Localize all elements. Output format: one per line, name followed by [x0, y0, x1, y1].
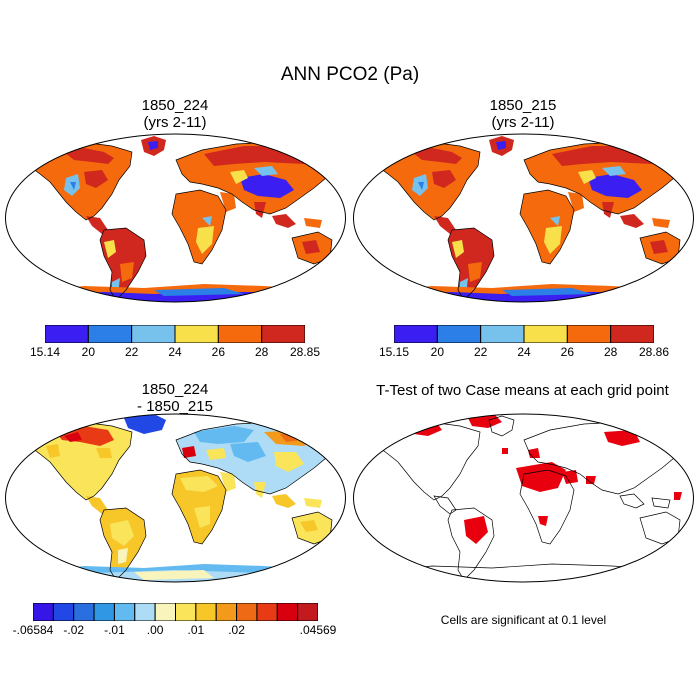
panel-1-title: 1850_224 (yrs 2-11): [75, 97, 275, 131]
panel-4-title: T-Test of two Case means at each grid po…: [376, 382, 669, 399]
colorbar-swatch: [134, 603, 156, 621]
colorbar-tick-label: 15.15: [378, 345, 410, 359]
colorbar-swatch: [154, 603, 177, 621]
colorbar-swatch: [394, 325, 438, 343]
colorbar-swatch: [256, 603, 278, 621]
panel-2-title: 1850_215 (yrs 2-11): [423, 97, 623, 131]
map-panel-1: [5, 133, 346, 303]
significant-cells: [412, 414, 682, 544]
significance-note: Cells are significant at 0.1 level: [440, 613, 607, 627]
panel-3-title-line2: - 1850_215: [137, 398, 213, 415]
colorbar-tick-label: 24: [168, 345, 182, 359]
colorbar-tick-label: 20: [81, 345, 96, 359]
colorbar-swatch: [436, 325, 482, 343]
colorbar-swatch: [45, 325, 89, 343]
colorbar-tick-label: 22: [124, 345, 139, 359]
colorbar-swatch: [217, 325, 263, 343]
africa-shape: [520, 190, 574, 264]
colorbar-swatch: [87, 325, 133, 343]
colorbar-tick-label: 26: [560, 345, 575, 359]
map-panel-3-difference: [5, 413, 346, 583]
greenland-shape: [124, 414, 166, 434]
panel-1-title-line2: (yrs 2-11): [143, 114, 207, 131]
colorbar-tick-label: .04569: [299, 623, 337, 637]
map-panel-2: [353, 133, 694, 303]
colorbar-tick-label: .00: [146, 623, 164, 637]
panel-3-title: 1850_224 - 1850_215: [75, 381, 275, 415]
panel-2-title-line2: (yrs 2-11): [491, 114, 555, 131]
colorbar-swatch: [52, 603, 75, 621]
map-panel-4-ttest: [353, 413, 694, 583]
colorbar-tick-label: 28.85: [289, 345, 321, 359]
colorbar-swatch: [215, 603, 238, 621]
colorbar-swatch: [297, 603, 318, 621]
colorbar-swatch: [113, 603, 136, 621]
colorbar-swatch: [195, 603, 217, 621]
colorbar-swatch: [610, 325, 654, 343]
colorbar-tick-label: -.01: [104, 623, 125, 637]
panel-1-title-line1: 1850_224: [141, 97, 209, 114]
colorbar-swatch: [93, 603, 115, 621]
colorbar-tick-label: -.02: [63, 623, 85, 637]
colorbar-tick-label: 28.86: [638, 345, 670, 359]
colorbar-swatch: [174, 325, 219, 343]
colorbar-tick-label: -.06584: [12, 623, 54, 637]
colorbar-swatch: [261, 325, 305, 343]
colorbar-panel-2: [394, 325, 654, 343]
colorbar-panel-1: [45, 325, 305, 343]
colorbar-tick-label: 22: [473, 345, 488, 359]
colorbar-tick-label: .01: [187, 623, 205, 637]
colorbar-tick-label: 28: [254, 345, 269, 359]
colorbar-tick-label: 15.14: [29, 345, 61, 359]
colorbar-tick-label: 20: [430, 345, 445, 359]
africa-shape: [172, 190, 226, 264]
panel-2-title-line1: 1850_215: [489, 97, 557, 114]
colorbar-swatch: [131, 325, 176, 343]
colorbar-swatch: [480, 325, 525, 343]
panel-3-title-line1: 1850_224: [141, 381, 209, 398]
colorbar-swatch: [276, 603, 299, 621]
colorbar-swatch: [566, 325, 612, 343]
colorbar-swatch: [33, 603, 54, 621]
colorbar-tick-label: .02: [228, 623, 245, 637]
colorbar-swatch: [523, 325, 568, 343]
colorbar-swatch: [236, 603, 258, 621]
figure-title: ANN PCO2 (Pa): [280, 64, 420, 85]
colorbar-swatch: [73, 603, 95, 621]
colorbar-tick-label: 26: [211, 345, 226, 359]
colorbar-tick-label: 24: [517, 345, 531, 359]
colorbar-swatch: [175, 603, 197, 621]
colorbar-tick-label: 28: [603, 345, 618, 359]
colorbar-panel-3: [33, 603, 318, 621]
